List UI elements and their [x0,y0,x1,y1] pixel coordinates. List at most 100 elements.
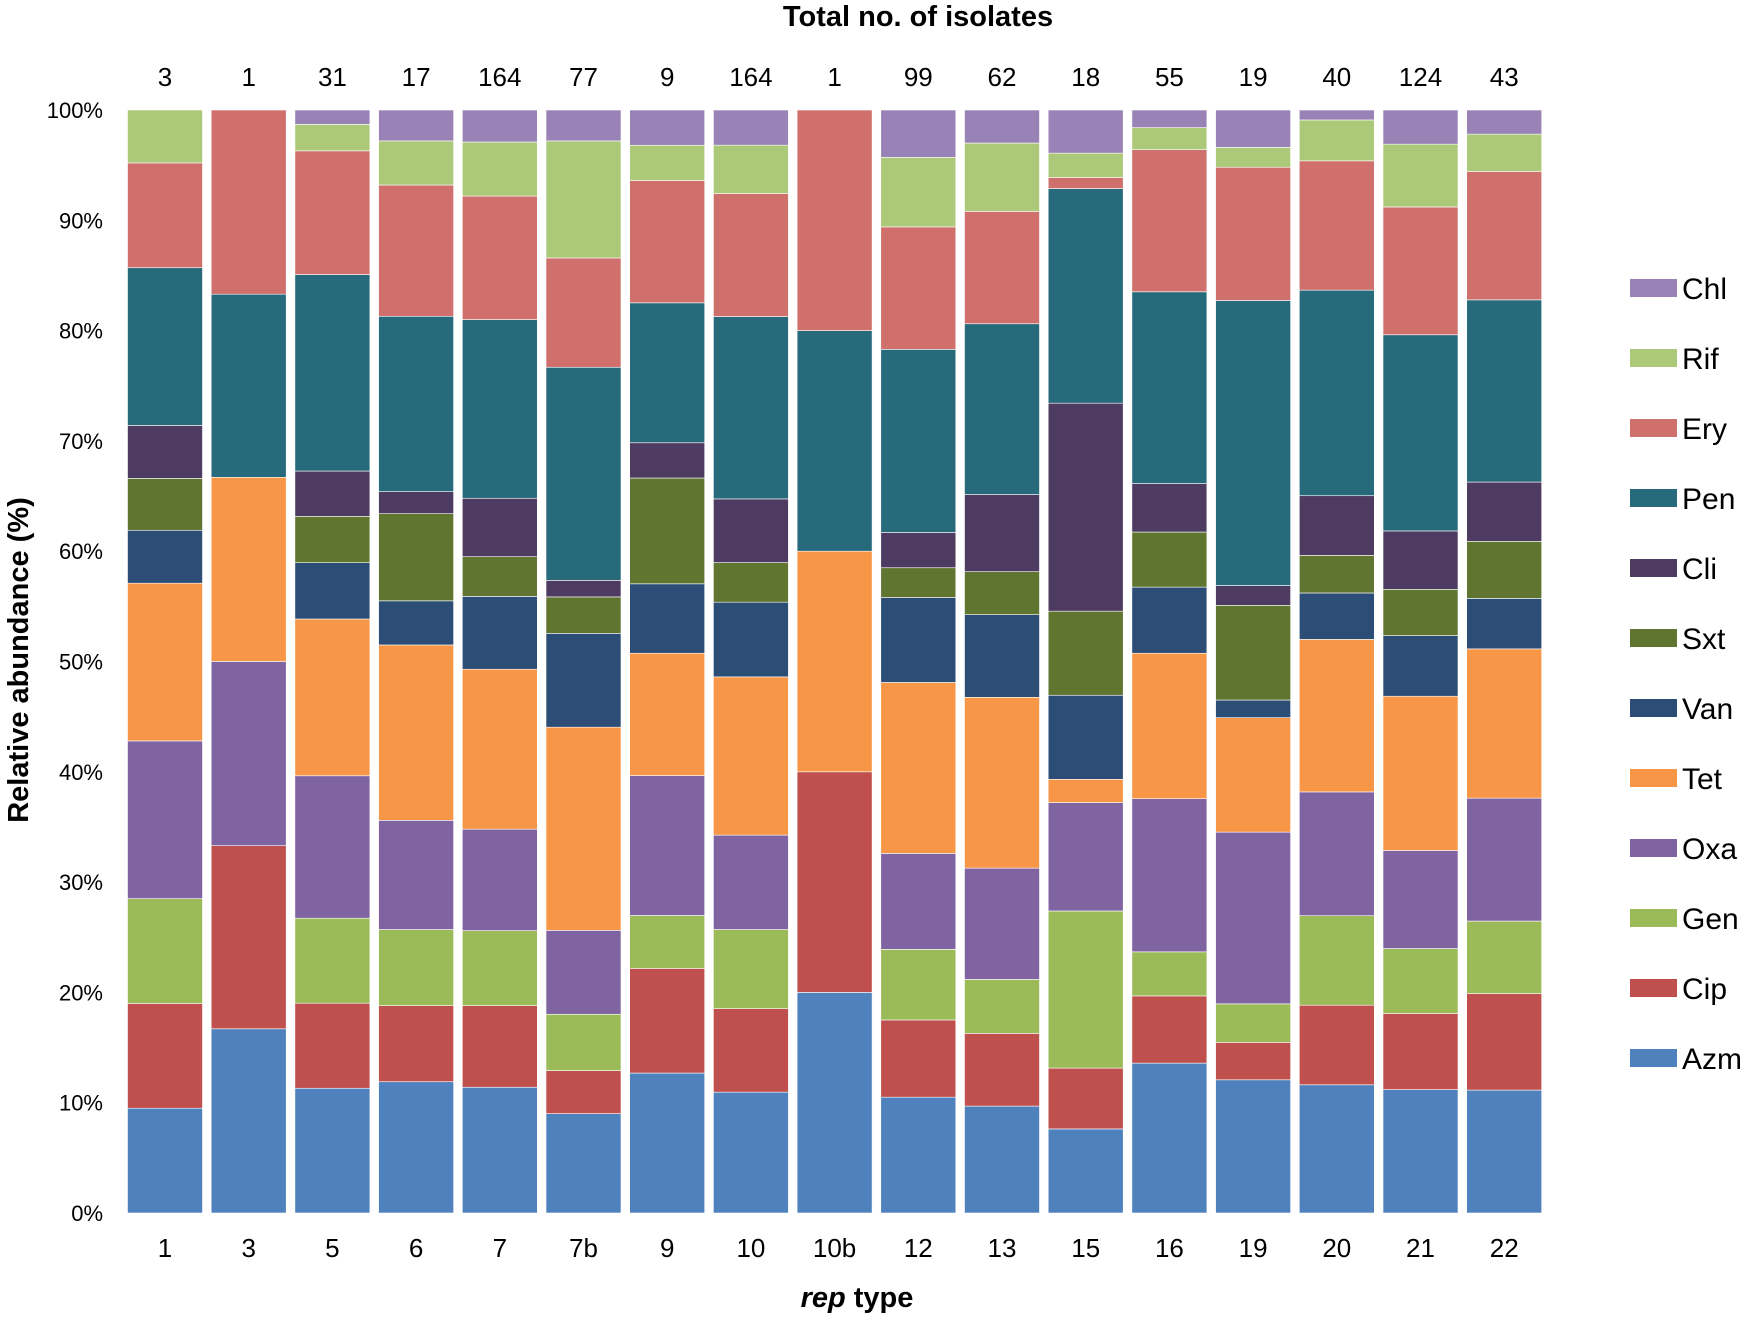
bar-segment-ery-9 [629,180,706,304]
total-isolates-label: 55 [1155,62,1184,92]
total-isolates-label: 99 [904,62,933,92]
bar-segment-gen-1 [127,898,203,1004]
y-tick-label: 0% [71,1201,103,1226]
bar-segment-pen-22 [1466,299,1542,483]
bar-segment-azm-3 [210,1028,287,1214]
bar-segment-oxa-22 [1466,797,1542,922]
bar-segment-cli-5 [294,470,371,517]
y-tick-label: 30% [59,870,103,895]
bar-segment-van-7 [461,596,538,670]
bar-segment-tet-20 [1299,639,1375,793]
bar-segment-chl-5 [294,109,371,125]
bar-segment-rif-9 [629,144,706,181]
bar-segment-pen-10b [796,330,873,552]
legend-label-tet: Tet [1682,763,1723,796]
legend-swatch-cli [1630,559,1677,577]
bar-segment-gen-7b [545,1013,622,1071]
x-tick-label: 1 [158,1233,172,1263]
legend-swatch-rif [1630,349,1677,367]
bar-segment-cli-22 [1466,481,1542,542]
x-tick-label: 7b [569,1233,598,1263]
x-tick-label: 10 [736,1233,765,1263]
bar-segment-van-6 [378,600,454,646]
x-tick-label: 12 [904,1233,933,1263]
legend-label-azm: Azm [1682,1043,1742,1076]
total-isolates-label: 18 [1071,62,1100,92]
bar-segment-cip-10b [796,771,873,993]
bar-segment-pen-7 [461,319,538,499]
bar-segment-cli-16 [1131,483,1208,533]
bar-segment-oxa-16 [1131,798,1208,953]
legend: Chl Rif Ery Pen Cli Sxt Van Tet Oxa Gen Cip Azm [1630,273,1742,1076]
bar-segment-chl-16 [1131,109,1208,128]
bar-segment-sxt-22 [1466,541,1542,599]
y-tick-label: 50% [59,650,103,675]
bar-segment-oxa-7 [461,828,538,931]
x-tick-label: 5 [325,1233,339,1263]
bar-segment-gen-6 [378,929,454,1006]
x-tick-label: 9 [660,1233,674,1263]
total-isolates-label: 1 [241,62,255,92]
legend-swatch-oxa [1630,839,1677,857]
y-tick-label: 70% [59,429,103,454]
bar-segment-gen-15 [1047,910,1124,1069]
bar-segment-sxt-21 [1382,589,1459,636]
x-tick-label: 19 [1239,1233,1268,1263]
bar-segment-rif-21 [1382,143,1459,208]
bar-segment-azm-5 [294,1087,371,1214]
bar-segment-cip-20 [1299,1004,1375,1086]
legend-label-cli: Cli [1682,553,1717,586]
bar-segment-ery-7b [545,257,622,368]
legend-label-rif: Rif [1682,343,1719,376]
bar-segment-azm-15 [1047,1128,1124,1214]
bar-segment-sxt-13 [964,571,1040,615]
bar-segment-cli-1 [127,425,203,479]
bar-segment-chl-19 [1215,109,1291,148]
bar-segment-ery-12 [880,226,957,350]
total-isolates-label: 9 [660,62,674,92]
legend-swatch-chl [1630,279,1677,297]
bar-segment-van-5 [294,562,371,620]
y-tick-label: 20% [59,980,103,1005]
bar-segment-chl-13 [964,109,1040,144]
bar-segment-azm-10 [713,1091,789,1214]
bar-segment-gen-22 [1466,920,1542,994]
bar-segment-ery-21 [1382,206,1459,336]
bar-segment-gen-20 [1299,915,1375,1006]
bar-segment-chl-20 [1299,109,1375,121]
bar-segment-chl-12 [880,109,957,158]
bar-segment-pen-15 [1047,188,1124,404]
bar-segment-pen-12 [880,349,957,533]
bar-segment-cli-6 [378,491,454,514]
total-isolates-label: 40 [1322,62,1351,92]
bar-segment-sxt-19 [1215,605,1291,701]
bars [127,109,1542,1214]
bar-segment-gen-9 [629,915,706,969]
bar-segment-chl-10 [713,109,789,146]
bar-segment-cip-9 [629,968,706,1074]
bar-segment-tet-10 [713,676,789,836]
bar-segment-van-20 [1299,592,1375,640]
bar-segment-azm-9 [629,1072,706,1214]
bar-segment-cip-15 [1047,1067,1124,1130]
bar-segment-cli-9 [629,442,706,479]
x-axis-ticks: 1 3 5 6 7 7b 9 10 10b 12 13 15 16 19 20 21 22 [158,1233,1519,1263]
y-axis-ticks: 0% 10% 20% 30% 40% 50% 60% 70% 80% 90% 100% [47,98,103,1226]
y-tick-label: 40% [59,760,103,785]
bar-segment-rif-10 [713,144,789,194]
legend-swatch-pen [1630,489,1677,507]
bar-segment-azm-19 [1215,1079,1291,1214]
bar-segment-cli-19 [1215,585,1291,606]
bar-segment-chl-15 [1047,109,1124,154]
bar-segment-oxa-12 [880,853,957,950]
bar-segment-cip-10 [713,1008,789,1093]
legend-label-chl: Chl [1682,273,1727,306]
bar-segment-chl-7 [461,109,538,143]
bar-segment-tet-16 [1131,652,1208,799]
bar-segment-pen-5 [294,274,371,472]
legend-label-ery: Ery [1682,413,1727,446]
total-isolates-label: 19 [1239,62,1268,92]
bar-segment-azm-21 [1382,1089,1459,1214]
bar-segment-azm-20 [1299,1084,1375,1214]
